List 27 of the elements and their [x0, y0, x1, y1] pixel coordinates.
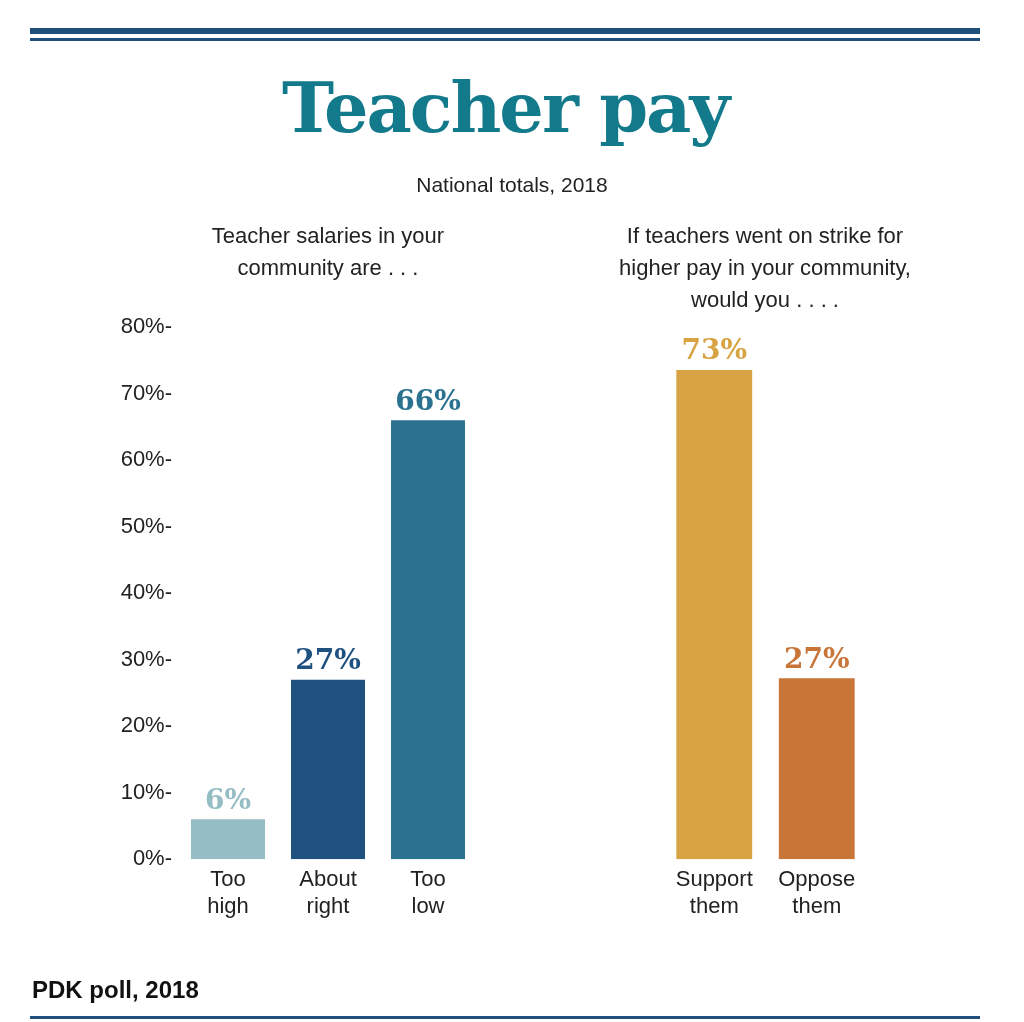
y-tick-label: 0%-	[132, 845, 172, 871]
y-tick-label: 80%-	[120, 313, 172, 339]
x-tick-label: About right	[299, 866, 357, 918]
bar	[191, 819, 265, 860]
x-tick-label: Too low	[410, 866, 446, 918]
x-tick-label: Too high	[207, 866, 249, 918]
bar	[391, 420, 465, 860]
x-tick-label: Oppose them	[778, 866, 856, 918]
text: PDK poll, 2018	[32, 976, 199, 1004]
y-tick-label: 20%-	[120, 712, 172, 738]
data-label: 6%	[204, 782, 252, 816]
y-tick-label: 30%-	[120, 645, 172, 671]
chart-title: If teachers went on strike for higher pay in your community, would you . . . .	[618, 222, 912, 314]
data-label: 27%	[295, 642, 361, 676]
data-label: 66%	[395, 383, 461, 417]
y-tick-label: 60%-	[120, 446, 172, 472]
data-label: 27%	[783, 641, 850, 675]
x-tick-label: Support them	[675, 866, 753, 918]
text: National totals, 2018	[415, 173, 609, 197]
data-label: 73%	[681, 333, 748, 367]
y-tick-label: 10%-	[120, 778, 172, 804]
bar	[291, 679, 365, 860]
y-tick-label: 50%-	[120, 512, 172, 538]
text: Teacher pay	[280, 66, 732, 149]
y-tick-label: 40%-	[120, 579, 172, 605]
chart-title: Teacher salaries in your community are . . .	[210, 222, 446, 282]
y-tick-label: 70%-	[120, 379, 172, 405]
